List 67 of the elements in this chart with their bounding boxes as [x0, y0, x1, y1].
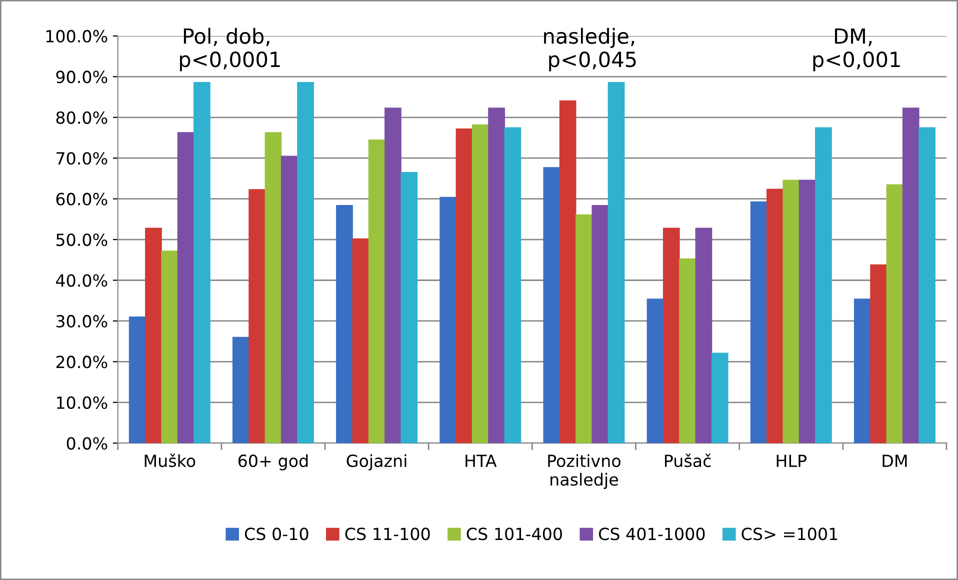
bar — [886, 184, 904, 444]
bar — [384, 108, 402, 444]
bar — [646, 298, 664, 444]
x-tick-label: DM — [882, 454, 907, 467]
x-tick-label: Gojazni — [346, 454, 406, 470]
legend-label: CS> =1001 — [742, 528, 838, 540]
bar — [440, 196, 456, 444]
bar — [400, 172, 418, 444]
bar — [679, 258, 696, 444]
bar — [352, 238, 370, 444]
bar — [128, 316, 146, 444]
bar — [608, 82, 625, 444]
bar — [297, 82, 314, 444]
bar — [576, 214, 592, 444]
bar — [456, 128, 473, 444]
bar — [662, 228, 680, 444]
bar — [766, 188, 784, 444]
y-tick-label: 30.0% — [56, 314, 108, 328]
bar — [177, 132, 194, 444]
bar — [504, 127, 522, 444]
y-tick-label: 70.0% — [56, 152, 108, 165]
legend-label: CS 0-10 — [244, 528, 308, 540]
y-tick-label: 20.0% — [56, 356, 108, 368]
bar — [815, 127, 832, 444]
legend-label: CS 11-100 — [345, 528, 430, 540]
bar — [368, 139, 386, 444]
x-tick-label: 60+ god — [238, 454, 308, 470]
annotation: nasledje, p<0,045 — [544, 28, 636, 72]
bar — [918, 127, 936, 444]
bar — [248, 189, 266, 444]
x-tick-label: HLP — [776, 454, 806, 467]
bar — [472, 124, 489, 444]
y-tick-label: 50.0% — [56, 234, 108, 246]
legend-label: CS 401-1000 — [598, 528, 705, 540]
legend-label: CS 101-400 — [466, 528, 562, 540]
y-tick-label: 80.0% — [56, 111, 108, 124]
bar — [336, 204, 353, 444]
x-tick-label: HTA — [466, 454, 497, 467]
bar — [194, 82, 210, 444]
y-tick-label: 10.0% — [56, 396, 108, 409]
bar — [592, 204, 609, 444]
bar — [543, 167, 560, 444]
annotation: Pol, dob, p<0,0001 — [180, 28, 280, 72]
bar — [280, 156, 298, 444]
bar — [232, 336, 250, 444]
bar — [161, 250, 178, 444]
y-tick-label: 40.0% — [56, 274, 108, 287]
bar — [559, 100, 576, 444]
y-tick-label: 0.0% — [66, 437, 108, 450]
bar — [145, 228, 162, 444]
bar — [488, 108, 505, 444]
bar — [798, 180, 816, 444]
annotation: DM, p<0,001 — [813, 28, 900, 72]
bar — [902, 108, 920, 444]
bar — [711, 352, 728, 444]
x-tick-label: Muško — [144, 454, 196, 468]
bar — [750, 201, 768, 444]
y-tick-label: 100.0% — [46, 30, 108, 43]
bar — [854, 298, 871, 444]
bar — [870, 264, 887, 444]
x-tick-label: Pozitivno nasledje — [548, 454, 620, 490]
y-tick-label: 90.0% — [56, 70, 108, 84]
bar — [782, 180, 800, 444]
y-tick-label: 60.0% — [56, 192, 108, 206]
bar — [264, 132, 282, 444]
bar — [695, 228, 712, 444]
x-tick-label: Pušač — [664, 454, 711, 468]
